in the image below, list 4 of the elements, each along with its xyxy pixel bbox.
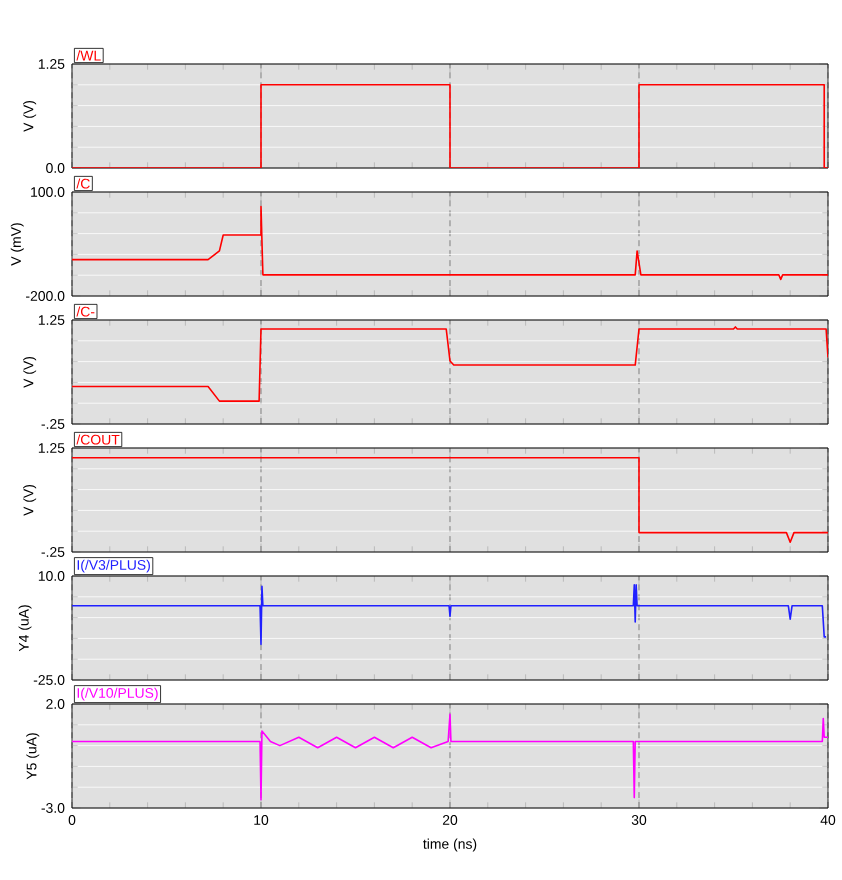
line-series (71, 326, 828, 402)
line-series (71, 584, 827, 646)
line-series (71, 713, 828, 801)
line-series (71, 205, 828, 281)
